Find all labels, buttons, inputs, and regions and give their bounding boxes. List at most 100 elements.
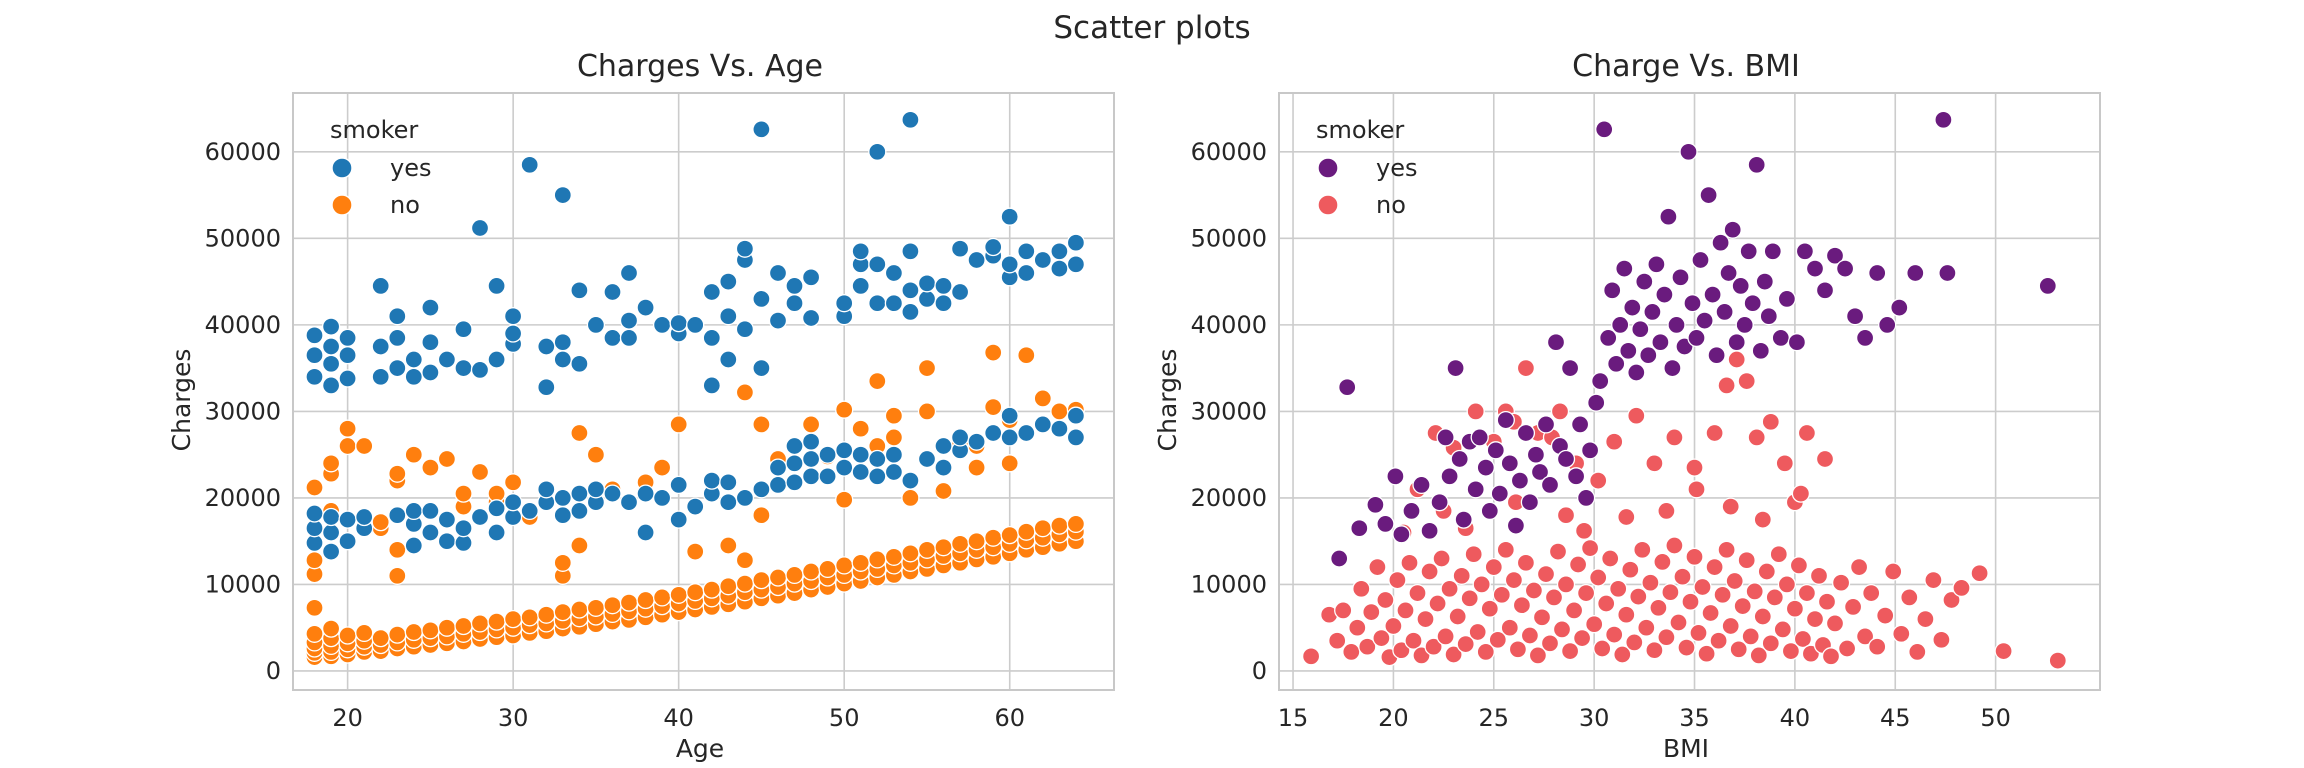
point-yes (901, 242, 920, 261)
legend-label-yes: yes (390, 154, 431, 182)
point-yes (934, 294, 953, 313)
point-no (686, 583, 705, 602)
point-no (1593, 639, 1612, 658)
point-no (388, 625, 407, 644)
point-yes (702, 376, 721, 395)
y-tick-label: 0 (1252, 657, 1267, 685)
point-no (586, 598, 606, 617)
point-yes (1526, 445, 1546, 464)
legend-label-no: no (390, 191, 420, 219)
point-no (305, 598, 324, 617)
point-no (1605, 625, 1624, 644)
point-yes (801, 268, 821, 287)
point-yes (868, 294, 887, 313)
point-no (1472, 575, 1491, 594)
point-no (570, 536, 589, 555)
point-no (1392, 641, 1411, 660)
point-no (1516, 358, 1536, 378)
point-no (1589, 568, 1608, 587)
point-no (719, 577, 738, 596)
point-no (984, 528, 1003, 547)
point-no (321, 619, 341, 638)
point-yes (735, 320, 755, 339)
point-yes (1845, 307, 1865, 326)
point-yes (1486, 441, 1505, 460)
chart-title: Charges Vs. Age (577, 49, 823, 84)
point-no (503, 609, 523, 629)
point-no (1372, 628, 1391, 648)
y-tick-label: 10000 (1191, 570, 1267, 598)
point-no (1420, 562, 1439, 581)
point-yes (487, 499, 506, 518)
point-yes (487, 523, 506, 542)
legend: smoker yes no (330, 116, 431, 219)
point-no (1721, 497, 1740, 516)
point-yes (636, 298, 655, 317)
point-yes (785, 454, 804, 473)
x-tick-label: 50 (829, 704, 860, 732)
point-yes (1687, 328, 1706, 348)
point-yes (851, 462, 870, 482)
point-yes (1420, 521, 1439, 540)
point-yes (619, 493, 639, 512)
point-yes (338, 346, 357, 365)
point-yes (884, 445, 904, 464)
point-no (868, 371, 887, 391)
point-yes (1777, 289, 1797, 309)
point-no (1653, 552, 1672, 572)
point-yes (1663, 358, 1682, 378)
point-yes (785, 294, 804, 313)
plot-frame (1278, 92, 2101, 691)
point-yes (1651, 333, 1670, 352)
point-no (1837, 639, 1857, 658)
point-yes (1643, 302, 1662, 322)
plot-frame (292, 92, 1115, 691)
point-no (1404, 631, 1423, 650)
point-yes (917, 274, 937, 293)
point-yes (1017, 242, 1036, 261)
point-no (950, 534, 970, 553)
point-no (1492, 585, 1511, 604)
point-yes (570, 501, 589, 521)
point-no (305, 478, 324, 497)
point-no (735, 383, 755, 402)
point-no (1994, 641, 2013, 661)
point-no (1384, 616, 1403, 636)
point-no (1617, 605, 1636, 624)
point-yes (950, 282, 970, 302)
point-yes (1683, 294, 1702, 313)
y-tick-label: 0 (266, 657, 281, 685)
point-yes (1671, 268, 1690, 287)
point-no (1862, 583, 1881, 603)
point-yes (619, 263, 639, 283)
point-yes (652, 488, 672, 508)
point-yes (1366, 495, 1385, 514)
x-tick-label: 20 (332, 704, 363, 732)
point-no (1504, 570, 1524, 590)
point-yes (1490, 484, 1509, 503)
point-yes (934, 458, 953, 477)
point-no (1617, 507, 1636, 527)
point-no (1362, 602, 1381, 622)
point-no (1524, 581, 1544, 600)
point-yes (785, 276, 804, 296)
point-yes (321, 376, 341, 395)
point-no (1645, 641, 1664, 660)
point-no (388, 464, 407, 483)
point-yes (404, 350, 423, 369)
point-yes (1496, 410, 1515, 430)
point-yes (603, 282, 622, 302)
point-yes (503, 324, 523, 343)
point-no (338, 419, 357, 438)
point-no (1560, 641, 1580, 661)
point-yes (1516, 423, 1536, 443)
point-no (1396, 601, 1415, 620)
point-yes (421, 333, 440, 352)
point-no (1033, 519, 1052, 538)
point-no (421, 621, 440, 640)
legend-marker-no (1317, 194, 1339, 216)
point-no (1689, 623, 1708, 643)
point-yes (1615, 259, 1634, 278)
grid (293, 93, 1114, 690)
point-no (1516, 553, 1536, 572)
